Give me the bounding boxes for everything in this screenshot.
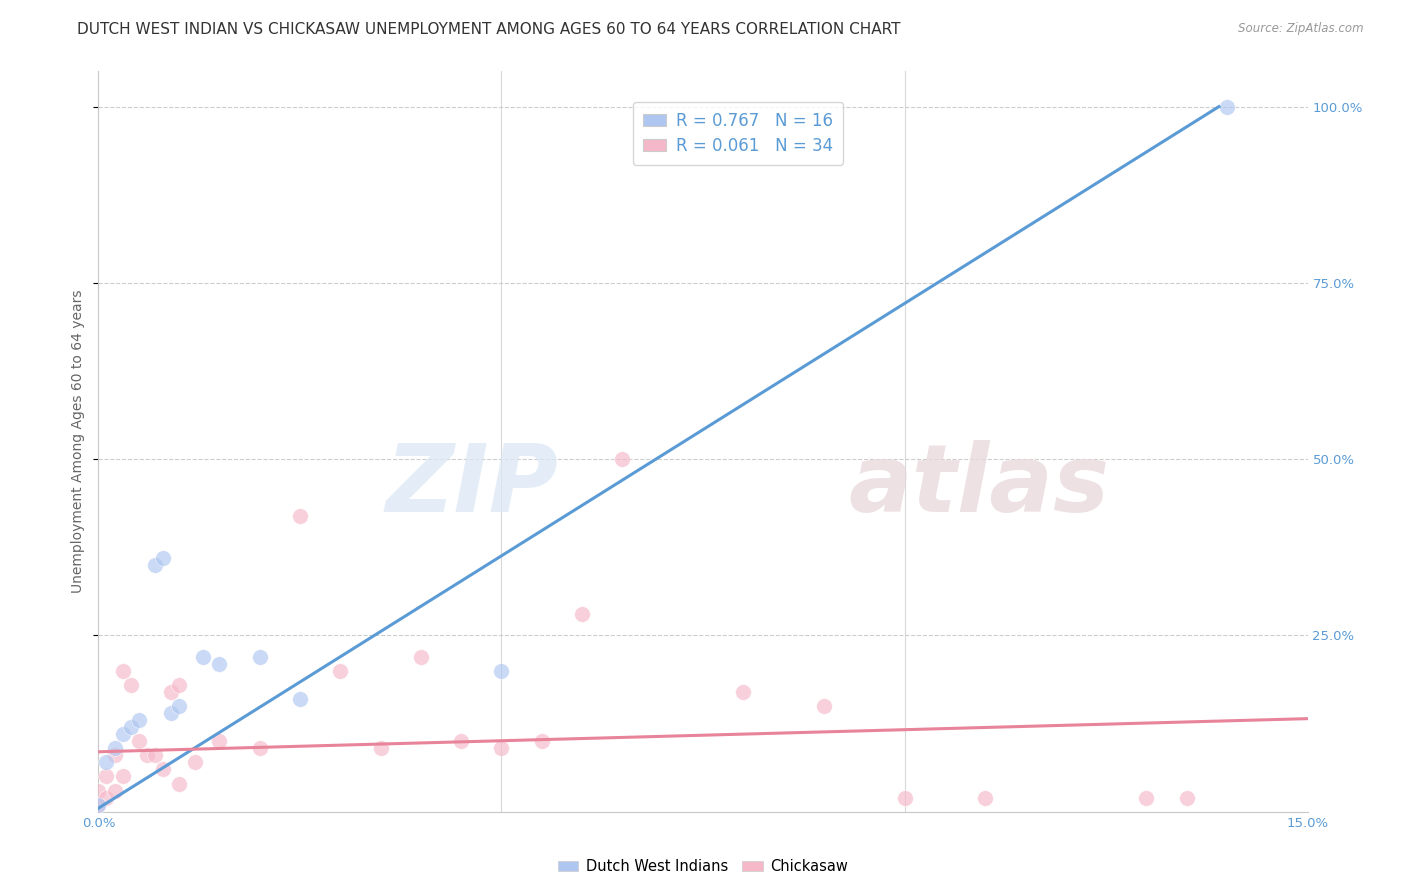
- Point: [103, 741, 125, 756]
- Legend: R = 0.767   N = 16, R = 0.061   N = 34: R = 0.767 N = 16, R = 0.061 N = 34: [633, 102, 844, 164]
- Point: [120, 720, 142, 734]
- Point: [813, 698, 835, 713]
- Point: [893, 790, 915, 805]
- Point: [491, 741, 513, 756]
- Point: [103, 783, 125, 797]
- Point: [249, 649, 271, 664]
- Point: [152, 763, 174, 777]
- Text: ZIP: ZIP: [385, 440, 558, 532]
- Point: [329, 664, 352, 678]
- Point: [184, 756, 207, 770]
- Point: [491, 664, 513, 678]
- Point: [152, 550, 174, 565]
- Point: [96, 756, 118, 770]
- Point: [128, 734, 150, 748]
- Point: [128, 713, 150, 727]
- Text: Source: ZipAtlas.com: Source: ZipAtlas.com: [1239, 22, 1364, 36]
- Point: [733, 685, 755, 699]
- Point: [111, 769, 134, 783]
- Point: [208, 657, 231, 671]
- Point: [974, 790, 997, 805]
- Point: [571, 607, 593, 622]
- Point: [288, 508, 311, 523]
- Point: [249, 741, 271, 756]
- Point: [167, 678, 190, 692]
- Point: [87, 797, 110, 812]
- Point: [111, 664, 134, 678]
- Point: [143, 558, 166, 572]
- Point: [103, 748, 125, 763]
- Point: [96, 790, 118, 805]
- Point: [167, 698, 190, 713]
- Point: [1135, 790, 1157, 805]
- Point: [96, 769, 118, 783]
- Text: atlas: atlas: [848, 440, 1109, 532]
- Point: [208, 734, 231, 748]
- Point: [160, 706, 183, 720]
- Point: [87, 783, 110, 797]
- Point: [409, 649, 432, 664]
- Point: [87, 797, 110, 812]
- Point: [1175, 790, 1198, 805]
- Point: [450, 734, 472, 748]
- Point: [143, 748, 166, 763]
- Point: [193, 649, 215, 664]
- Point: [370, 741, 392, 756]
- Point: [160, 685, 183, 699]
- Point: [1216, 100, 1239, 114]
- Point: [135, 748, 157, 763]
- Point: [120, 678, 142, 692]
- Text: DUTCH WEST INDIAN VS CHICKASAW UNEMPLOYMENT AMONG AGES 60 TO 64 YEARS CORRELATIO: DUTCH WEST INDIAN VS CHICKASAW UNEMPLOYM…: [77, 22, 901, 37]
- Point: [111, 727, 134, 741]
- Point: [167, 776, 190, 790]
- Point: [612, 452, 634, 467]
- Legend: Dutch West Indians, Chickasaw: Dutch West Indians, Chickasaw: [553, 854, 853, 880]
- Point: [288, 692, 311, 706]
- Y-axis label: Unemployment Among Ages 60 to 64 years: Unemployment Among Ages 60 to 64 years: [72, 290, 86, 593]
- Point: [530, 734, 553, 748]
